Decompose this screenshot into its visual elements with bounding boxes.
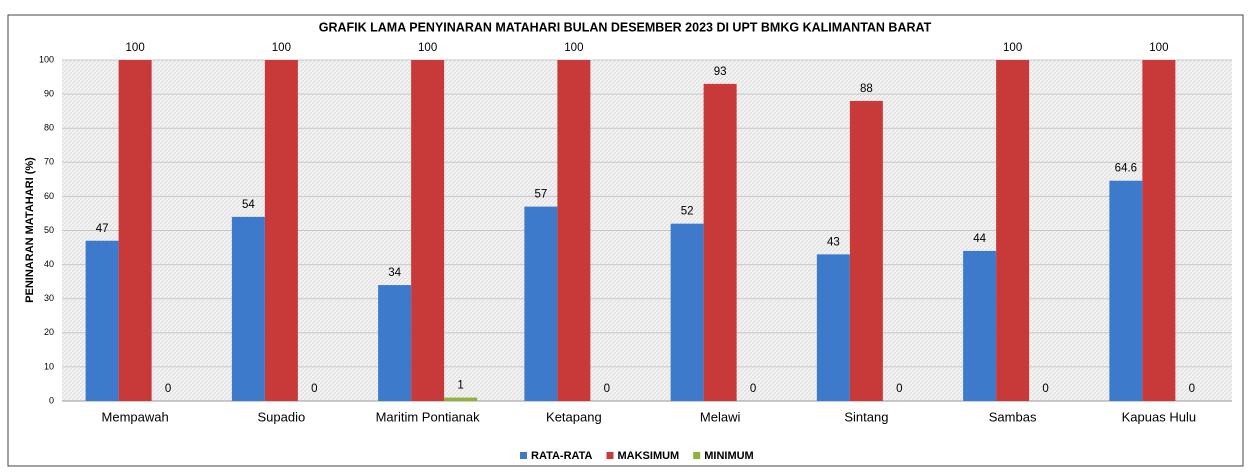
value-label: 0 bbox=[1189, 383, 1195, 395]
chart-title: GRAFIK LAMA PENYINARAN MATAHARI BULAN DE… bbox=[319, 20, 932, 34]
x-tick-label: Mempawah bbox=[102, 409, 169, 424]
legend-label: MINIMUM bbox=[704, 450, 754, 462]
x-tick-label: Melawi bbox=[700, 409, 741, 424]
y-axis-label: PENINARAN MATAHARI (%) bbox=[24, 157, 36, 303]
bar bbox=[703, 83, 737, 402]
y-tick-label: 100 bbox=[39, 54, 54, 64]
bar bbox=[524, 206, 558, 401]
legend-label: MAKSIMUM bbox=[618, 450, 680, 462]
value-label: 100 bbox=[1003, 42, 1022, 54]
value-label: 100 bbox=[418, 42, 437, 54]
bar bbox=[85, 240, 119, 401]
legend-swatch bbox=[520, 452, 527, 459]
bar bbox=[670, 223, 704, 401]
x-tick-label: Sintang bbox=[844, 409, 888, 424]
value-label: 57 bbox=[534, 189, 547, 201]
bar bbox=[963, 250, 997, 401]
value-label: 100 bbox=[564, 42, 583, 54]
value-label: 100 bbox=[272, 42, 291, 54]
bar bbox=[849, 100, 883, 402]
legend: RATA-RATA MAKSIMUM MINIMUM bbox=[520, 450, 754, 462]
legend-label: RATA-RATA bbox=[531, 450, 593, 462]
bar bbox=[118, 60, 152, 401]
bar bbox=[816, 254, 850, 401]
x-tick-label: Sambas bbox=[989, 409, 1037, 424]
bar bbox=[231, 216, 265, 401]
value-label: 47 bbox=[96, 223, 109, 235]
y-tick-label: 20 bbox=[44, 327, 54, 337]
value-label: 64.6 bbox=[1115, 163, 1137, 175]
y-tick-label: 50 bbox=[44, 225, 54, 235]
value-label: 44 bbox=[973, 233, 986, 245]
bar bbox=[264, 60, 298, 401]
bar bbox=[378, 285, 412, 401]
value-label: 100 bbox=[126, 42, 145, 54]
y-tick-label: 10 bbox=[44, 361, 54, 371]
value-label: 0 bbox=[1042, 383, 1048, 395]
value-label: 0 bbox=[750, 383, 756, 395]
bar bbox=[444, 397, 478, 401]
value-label: 0 bbox=[604, 383, 610, 395]
bar bbox=[1142, 60, 1176, 401]
x-tick-label: Maritim Pontianak bbox=[376, 409, 481, 424]
value-label: 54 bbox=[242, 199, 255, 211]
y-tick-label: 80 bbox=[44, 123, 54, 133]
bar bbox=[1109, 180, 1143, 401]
x-tick-label: Ketapang bbox=[546, 409, 602, 424]
x-tick-label: Kapuas Hulu bbox=[1122, 409, 1196, 424]
y-tick-label: 90 bbox=[44, 88, 54, 98]
y-tick-label: 0 bbox=[49, 395, 54, 405]
x-tick-label: Supadio bbox=[258, 409, 306, 424]
bar bbox=[557, 60, 591, 401]
y-tick-label: 40 bbox=[44, 259, 54, 269]
value-label: 43 bbox=[827, 236, 840, 248]
bar bbox=[411, 60, 445, 401]
y-tick-label: 70 bbox=[44, 157, 54, 167]
value-label: 52 bbox=[681, 206, 694, 218]
value-label: 0 bbox=[311, 383, 317, 395]
value-label: 34 bbox=[388, 267, 401, 279]
value-label: 0 bbox=[896, 383, 902, 395]
y-tick-label: 60 bbox=[44, 191, 54, 201]
value-label: 88 bbox=[860, 83, 873, 95]
legend-swatch bbox=[606, 452, 614, 459]
bar bbox=[996, 60, 1030, 401]
value-label: 93 bbox=[714, 66, 727, 78]
legend-swatch bbox=[693, 452, 701, 459]
value-label: 0 bbox=[165, 383, 171, 395]
value-label: 100 bbox=[1149, 42, 1168, 54]
value-label: 1 bbox=[457, 380, 463, 392]
y-tick-label: 30 bbox=[44, 293, 54, 303]
